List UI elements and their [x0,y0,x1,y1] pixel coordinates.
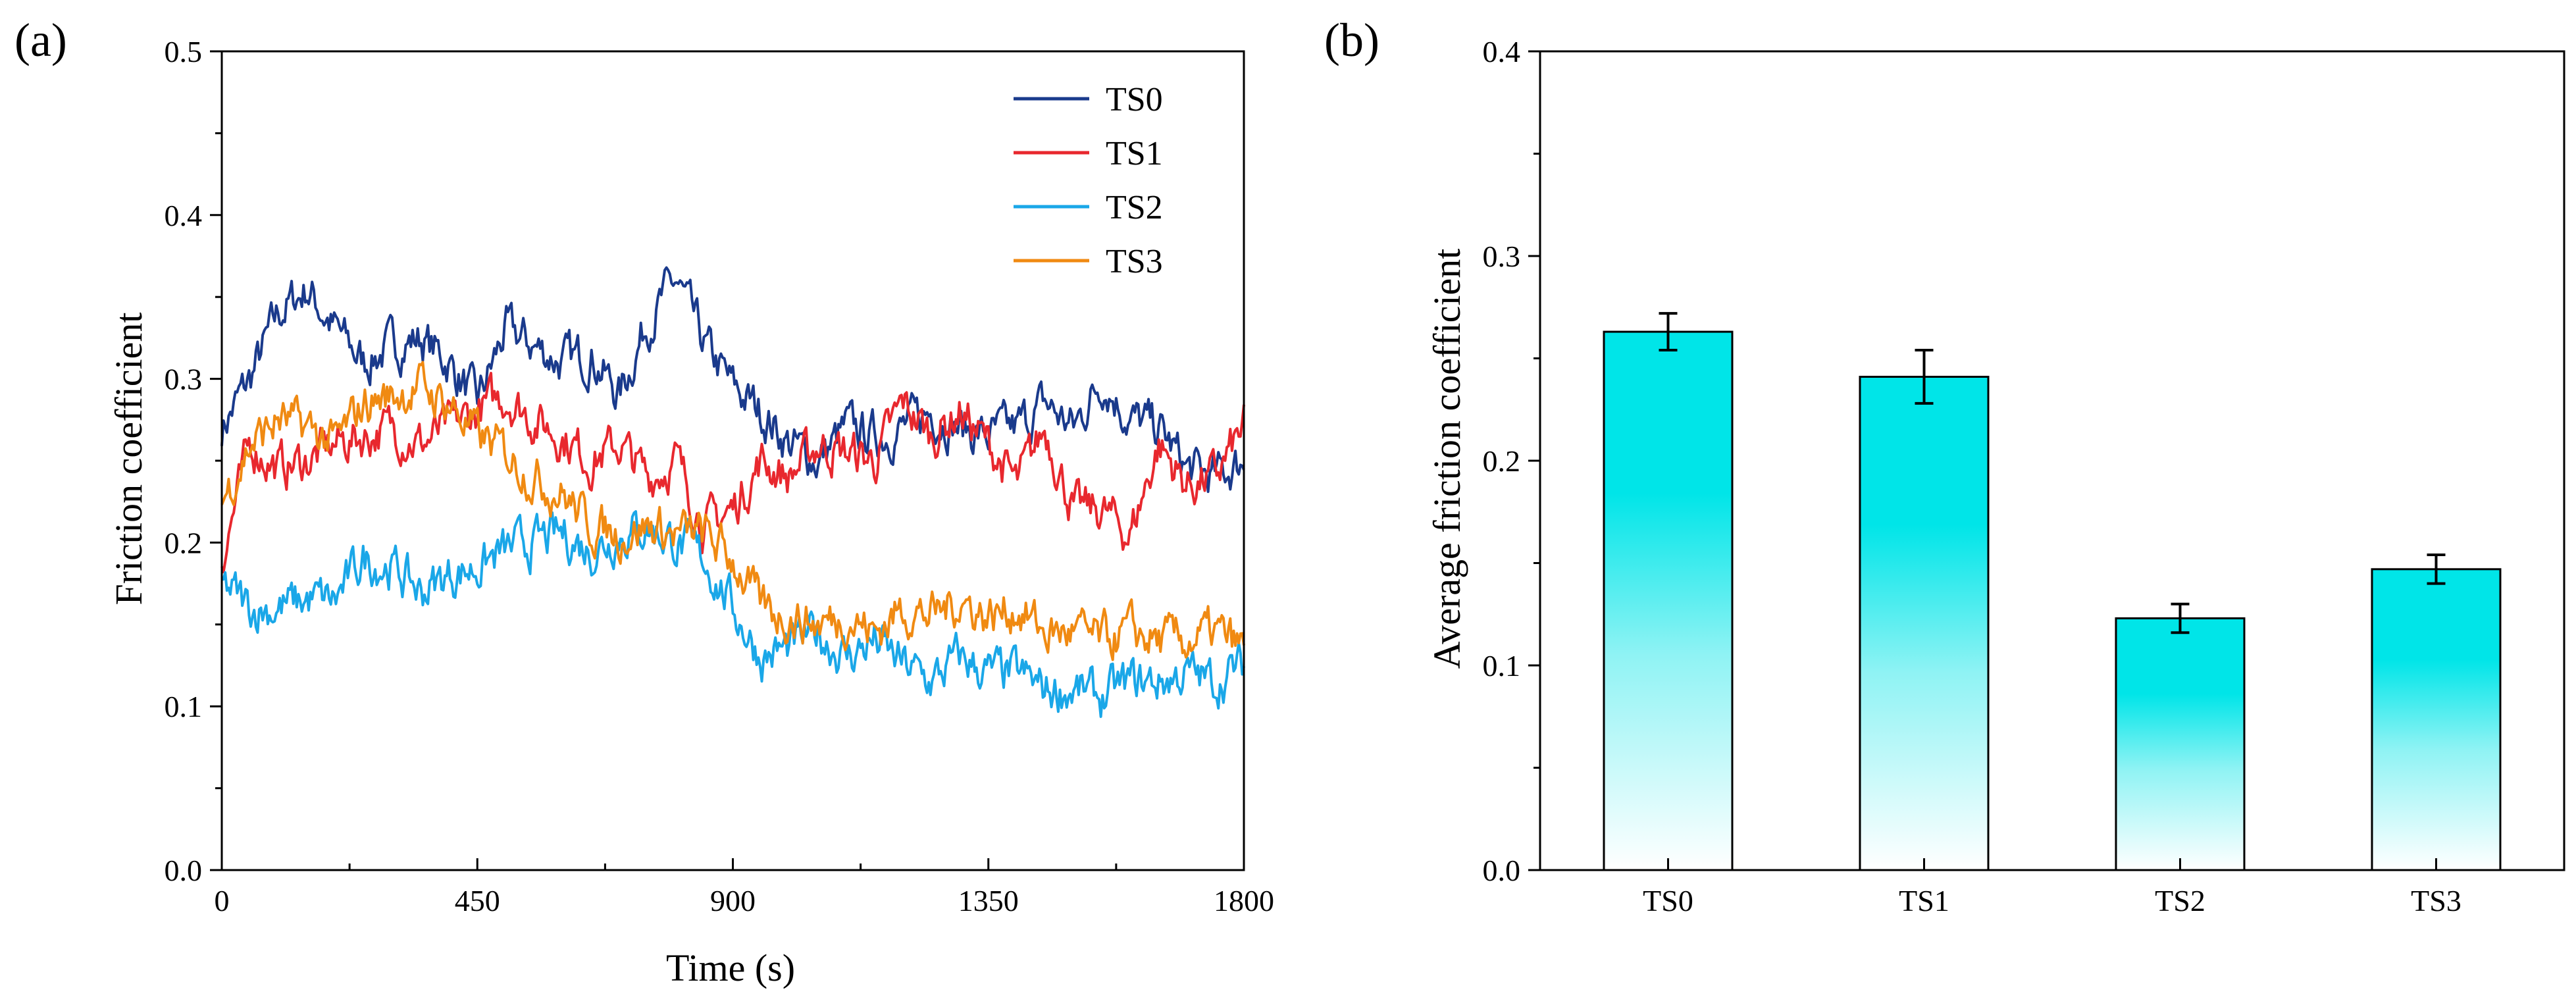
y-tick-label: 0.4 [165,199,203,232]
x-tick-label-ts1: TS1 [1899,884,1949,917]
panel-a-label: (a) [14,14,67,66]
legend-label-ts1: TS1 [1106,135,1163,172]
panel-b-label: (b) [1324,14,1379,66]
x-tick-label: 0 [215,884,230,917]
y-tick-label: 0.0 [165,854,203,887]
y-tick-label: 0.5 [165,35,203,68]
plot-frame [220,50,1245,871]
y-tick-label: 0.0 [1483,854,1521,887]
panel-a-xlabel: Time (s) [666,946,795,989]
series-line-ts1 [220,371,1245,574]
y-tick-label: 0.1 [1483,649,1521,683]
series-line-ts0 [220,266,1245,494]
panel-b-plot-area: TS0 TS1 TS2 TS3 0.0 0.1 0.2 0.3 0.4 [1483,35,2565,917]
x-tick-label: 450 [455,884,500,917]
y-tick-label: 0.2 [1483,444,1521,478]
y-tick-label: 0.2 [165,526,203,559]
panel-a-plot-area: 0 450 900 1350 18000.00.10.20.30.40.5TS0TS1T… [165,35,1275,917]
legend: TS0 TS1 TS2 TS3 [1014,81,1163,280]
bar-ts3 [2371,568,2502,871]
panel-a-ylabel: Friction coefficient [107,312,150,605]
panel-b: (b) TS0 TS1 TS2 TS3 0.0 0.1 0.2 0.3 0.4 Average … [1324,14,2565,917]
bar-ts2 [2115,617,2246,871]
x-tick-label-ts3: TS3 [2411,884,2461,917]
x-tick-label-ts0: TS0 [1643,884,1693,917]
y-tick-label: 0.4 [1483,35,1521,68]
x-tick-label-ts2: TS2 [2155,884,2205,917]
panel-b-ylabel: Average friction coefficient [1426,249,1468,669]
legend-label-ts0: TS0 [1106,81,1163,118]
y-tick-label: 0.3 [1483,240,1521,273]
legend-label-ts3: TS3 [1106,243,1163,280]
y-tick-label: 0.3 [165,363,203,396]
legend-label-ts2: TS2 [1106,189,1163,226]
y-tick-label: 0.1 [165,690,203,723]
bar-ts0 [1603,330,1734,871]
panel-a: (a) 0 450 900 1350 1800 0.0 0.1 0.2 0.3 0.4 0.5 TS0… [14,14,1274,989]
x-tick-label: 1350 [958,884,1019,917]
series-line-ts2 [221,510,1245,718]
bar-ts1 [1859,375,1990,871]
x-tick-label: 900 [710,884,756,917]
series-line-ts3 [220,361,1245,661]
x-tick-label: 1800 [1214,884,1274,917]
